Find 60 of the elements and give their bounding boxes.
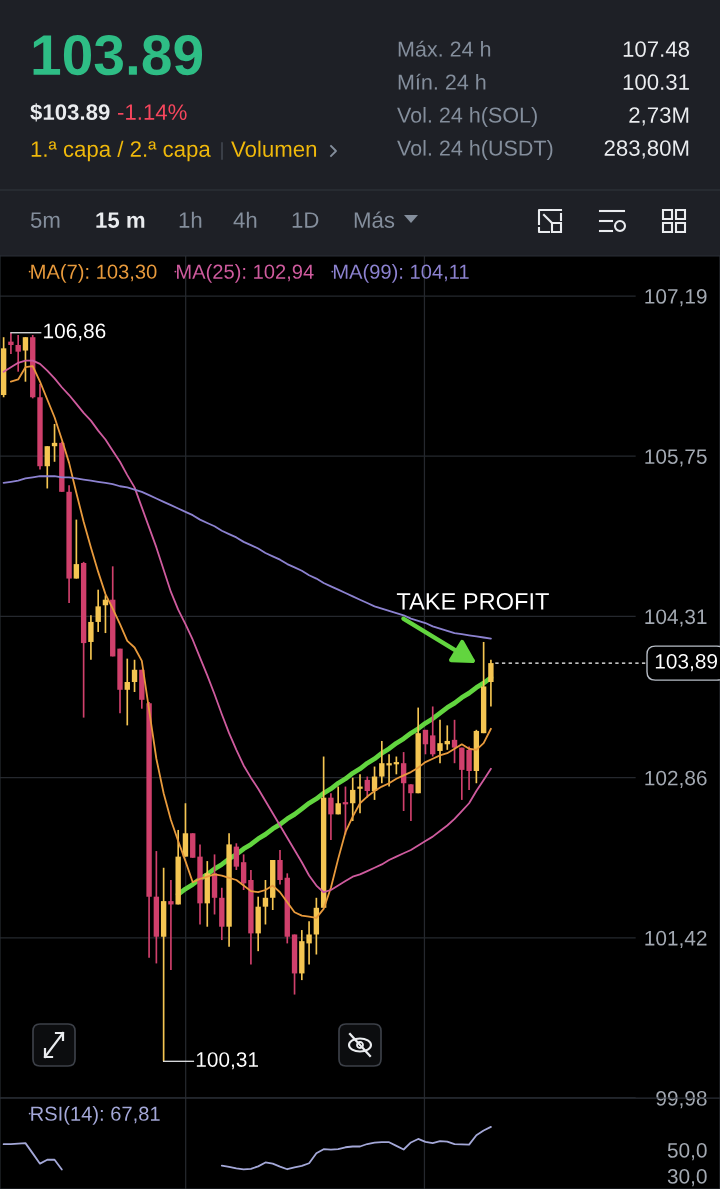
candlestick xyxy=(408,783,414,822)
text: 1.ª capa / 2.ª capa xyxy=(31,140,211,162)
annotation: TAKE PROFIT xyxy=(396,592,549,610)
text: Vol. 24 h(SOL) xyxy=(397,106,537,128)
legend-label: MA(7): 103,30 xyxy=(31,264,157,283)
annotation: 106,86 xyxy=(44,323,106,341)
ref-line-label: 103,89 xyxy=(655,653,718,672)
legend-label: MA(99): 104,11 xyxy=(333,264,469,283)
legend-label: MA(25): 102,94 xyxy=(177,264,314,283)
y-tick-label: 107,19 xyxy=(645,289,707,307)
text: 283,80M xyxy=(604,140,689,159)
annotation: 100,31 xyxy=(196,1052,258,1070)
candlestick xyxy=(95,588,101,633)
text: Máx. 24 h xyxy=(398,40,491,57)
text: 103.89 xyxy=(33,34,203,76)
text: Más xyxy=(354,211,395,228)
candlestick xyxy=(8,331,14,355)
candlestick xyxy=(73,518,80,580)
candlestick xyxy=(430,705,436,758)
y-tick-label: 99,98 xyxy=(656,1091,707,1109)
candlestick xyxy=(131,658,138,693)
y-tick-label: 102,86 xyxy=(645,770,707,788)
y-tick-label: 101,42 xyxy=(645,930,707,949)
candlestick xyxy=(262,879,269,926)
candlestick xyxy=(15,334,21,373)
candlestick xyxy=(240,853,247,891)
candlestick xyxy=(124,657,130,727)
text: 100.31 xyxy=(623,74,689,90)
candlestick xyxy=(364,775,370,799)
y-tick-label: 50,0 xyxy=(667,1143,707,1161)
candlestick xyxy=(335,785,341,816)
text: Volumen xyxy=(231,140,317,157)
text: 107.48 xyxy=(623,41,690,57)
text: 4h xyxy=(233,211,257,228)
candlestick xyxy=(328,792,334,841)
candlestick xyxy=(488,658,494,708)
text: $103.89 xyxy=(30,103,110,122)
candlestick xyxy=(350,776,356,822)
candlestick xyxy=(233,842,240,871)
text: Vol. 24 h(USDT) xyxy=(397,139,553,161)
candlestick xyxy=(182,802,189,858)
y-tick-label: 104,31 xyxy=(645,609,707,627)
text: 1h xyxy=(179,211,202,228)
candlestick xyxy=(437,718,443,765)
candlestick xyxy=(44,445,50,490)
candlestick xyxy=(88,614,94,661)
text: -1.14% xyxy=(117,104,187,120)
candlestick xyxy=(168,879,174,971)
legend-label: RSI(14): 67,81 xyxy=(31,1106,160,1125)
text: Mín. 24 h xyxy=(398,73,486,90)
candlestick xyxy=(22,336,29,383)
candlestick xyxy=(422,728,429,756)
text: 2,73M xyxy=(629,107,689,126)
candlestick xyxy=(357,773,363,815)
y-tick-label: 30,0 xyxy=(667,1169,707,1187)
candlestick xyxy=(277,849,283,886)
text: 1D xyxy=(292,212,319,228)
y-tick-label: 105,75 xyxy=(645,449,707,467)
text: 5m xyxy=(30,212,60,228)
text: 15 m xyxy=(96,212,145,228)
